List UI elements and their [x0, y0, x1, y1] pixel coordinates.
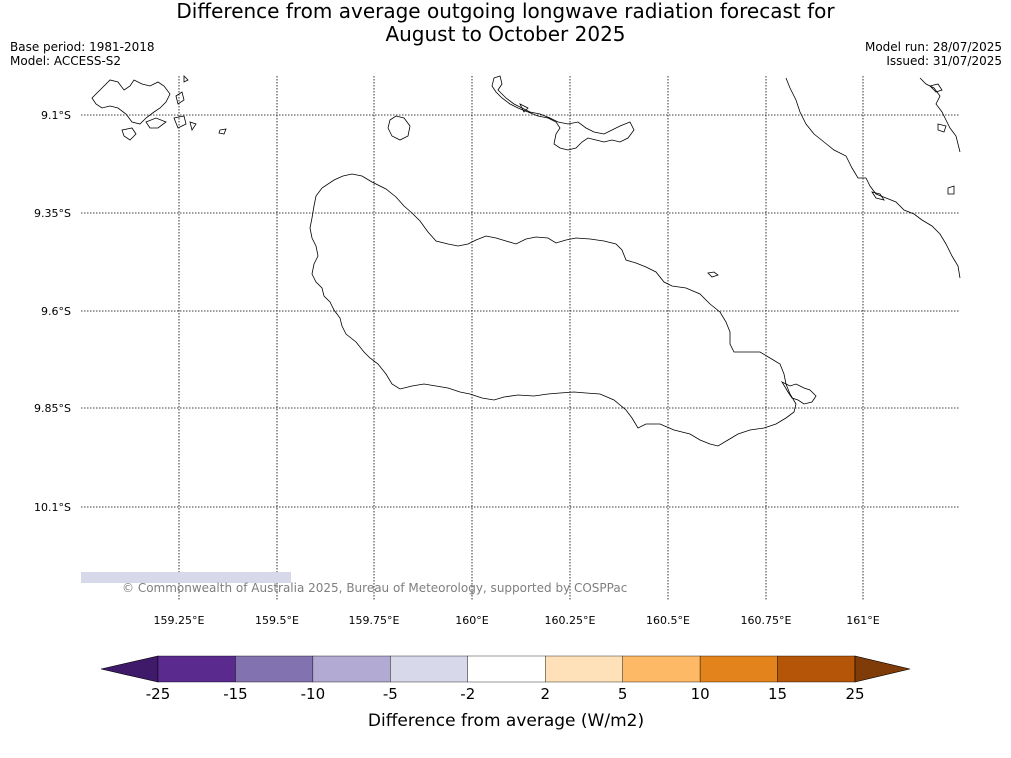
landmask-strip: [81, 572, 291, 583]
longitude-labels: 159.25°E 159.5°E 159.75°E 160°E 160.25°E 160.…: [154, 614, 880, 627]
model-run-text: Model run: 28/07/2025: [864, 40, 1002, 54]
colorbar-bin: [467, 655, 546, 683]
northeast-islet-4: [937, 123, 947, 133]
map-title: Difference from average outgoing longwav…: [0, 0, 1011, 46]
colorbar-bin: [777, 655, 856, 683]
coastlines: [91, 75, 961, 447]
colorbar-tick-label: -2: [460, 685, 475, 703]
colorbar-bin: [545, 655, 623, 683]
gridlines: [81, 76, 960, 600]
lon-label: 159.5°E: [255, 614, 299, 627]
colorbar-bin: [390, 655, 468, 683]
base-period-text: Base period: 1981-2018: [10, 40, 155, 54]
lat-label: 9.6°S: [41, 305, 71, 318]
copyright-text: © Commonwealth of Australia 2025, Bureau…: [122, 581, 627, 595]
lon-label: 159.25°E: [154, 614, 205, 627]
colorbar-min-extend: [100, 655, 159, 683]
issued-text: Issued: 31/07/2025: [886, 54, 1002, 68]
northwest-islet-5: [189, 121, 197, 131]
northwest-islet-4: [183, 75, 189, 83]
islet-east: [707, 271, 719, 278]
colorbar-tick-label: -25: [146, 685, 171, 703]
colorbar-bin: [699, 655, 778, 683]
northeast-islet-1: [929, 83, 943, 93]
colorbar-tick-label: -15: [223, 685, 248, 703]
colorbar-tick-label: 2: [540, 685, 550, 703]
northeast-coast: [785, 77, 961, 279]
colorbar-tick-label: 5: [618, 685, 628, 703]
colorbar-bin: [235, 655, 314, 683]
colorbar-bin: [622, 655, 701, 683]
colorbar-bin: [157, 655, 236, 683]
colorbar-tick-labels: -25 -15 -10 -5 -2 2 5 10 15 25: [146, 685, 865, 703]
model-text: Model: ACCESS-S2: [10, 54, 122, 68]
northwest-islet-7: [145, 117, 167, 129]
lon-label: 160.5°E: [646, 614, 690, 627]
colorbar-tick-label: -10: [301, 685, 326, 703]
colorbar-tick-label: 15: [768, 685, 787, 703]
northwest-islet-1: [121, 127, 137, 141]
colorbar-tick-label: -5: [383, 685, 398, 703]
lat-label: 9.85°S: [34, 402, 71, 415]
title-line-2: August to October 2025: [385, 22, 626, 46]
northeast-coast-2: [919, 77, 961, 153]
northwest-islet-2: [173, 115, 187, 129]
northeast-islet-2: [947, 185, 955, 195]
latitude-labels: 9.1°S 9.35°S 9.6°S 9.85°S 10.1°S: [34, 109, 71, 514]
lat-label: 10.1°S: [34, 501, 71, 514]
colorbar: [100, 655, 911, 683]
colorbar-tick-label: 25: [845, 685, 864, 703]
lon-label: 160°E: [455, 614, 488, 627]
lat-label: 9.1°S: [41, 109, 71, 122]
north-central-islet-1: [519, 103, 529, 113]
lon-label: 160.25°E: [545, 614, 596, 627]
northwest-islet-6: [218, 128, 227, 135]
lat-label: 9.35°S: [34, 207, 71, 220]
meta-right: Model run: 28/07/2025 Issued: 31/07/2025: [865, 40, 1002, 68]
colorbar-bin: [312, 655, 391, 683]
colorbar-tick-label: 10: [691, 685, 710, 703]
title-line-1: Difference from average outgoing longwav…: [176, 0, 835, 23]
colorbar-title: Difference from average (W/m2): [368, 711, 644, 731]
round-island-coastline: [387, 115, 411, 141]
north-central-coast: [491, 75, 635, 151]
lon-label: 159.75°E: [349, 614, 400, 627]
lon-label: 161°E: [846, 614, 879, 627]
northeast-islet-3: [871, 191, 885, 201]
lon-label: 160.75°E: [741, 614, 792, 627]
main-island-coastline: [309, 173, 797, 447]
main-island-east-cape: [780, 381, 817, 405]
northwest-islet-3: [175, 91, 185, 105]
colorbar-max-extend: [854, 655, 911, 683]
northwest-coast: [91, 79, 171, 125]
meta-left: Base period: 1981-2018 Model: ACCESS-S2: [10, 40, 155, 68]
